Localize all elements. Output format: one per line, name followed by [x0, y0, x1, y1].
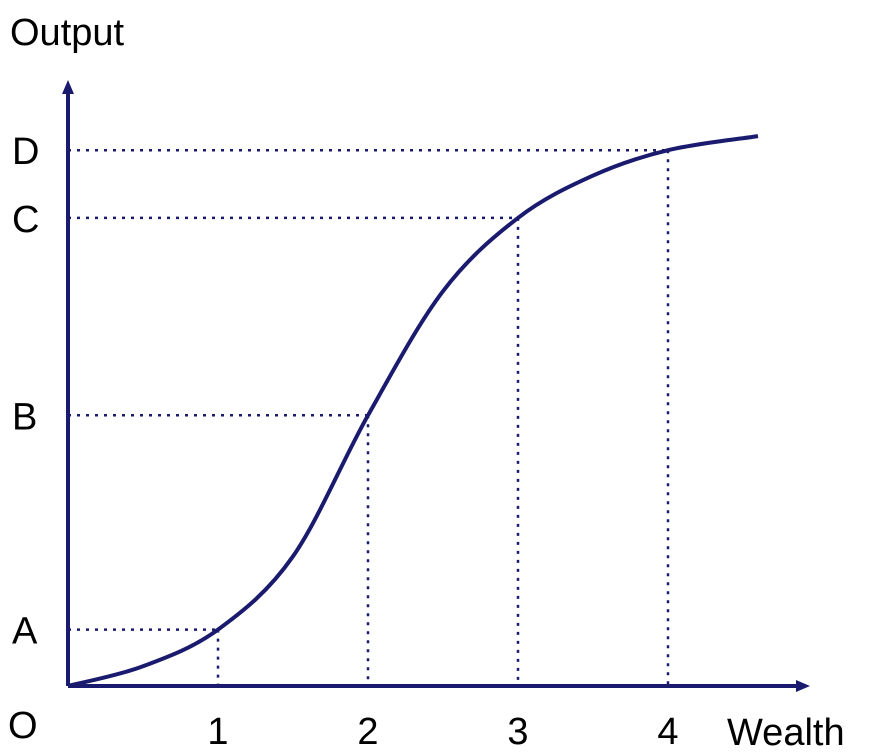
series-line	[67, 134, 759, 688]
y-axis-arrow-icon	[62, 80, 74, 94]
y-tick-labels: A B CD	[12, 131, 39, 652]
x-axis-title: Wealth	[727, 712, 845, 753]
axis-labels: Output Wealth O	[8, 12, 845, 753]
y-axis-title: Output	[10, 12, 125, 54]
y-tick-label-B: B	[12, 396, 37, 438]
x-tick-label-2: 2	[357, 711, 378, 753]
y-tick-label-C: C	[12, 199, 39, 241]
x-tick-label-4: 4	[657, 711, 678, 753]
x-axis-arrow-icon	[796, 680, 810, 692]
origin-label: O	[8, 705, 38, 747]
y-tick-label-A: A	[12, 611, 38, 653]
guide-lines	[68, 148, 670, 686]
x-tick-labels: 1 2 3 4	[207, 711, 678, 753]
x-tick-label-3: 3	[507, 711, 528, 753]
y-tick-label-D: D	[12, 131, 39, 173]
axes	[62, 80, 810, 692]
x-tick-label-1: 1	[207, 711, 228, 753]
